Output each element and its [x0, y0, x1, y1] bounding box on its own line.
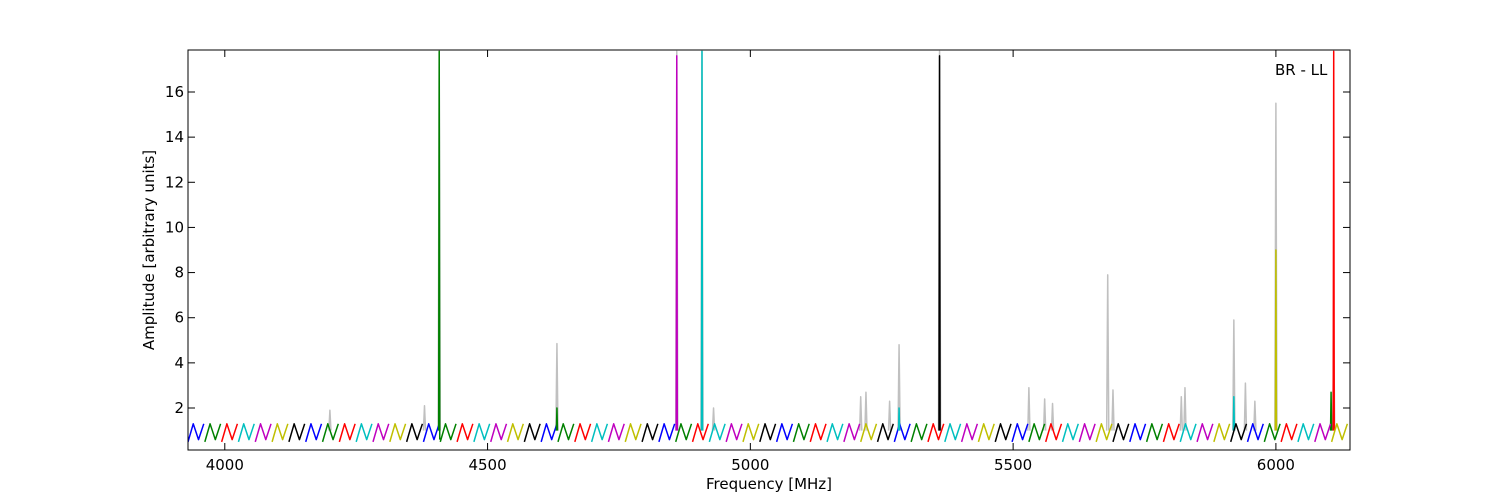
series-line — [204, 50, 1333, 443]
x-tick-label: 6000 — [1257, 456, 1295, 474]
y-tick-label: 8 — [174, 264, 184, 282]
y-axis-label: Amplitude [arbitrary units] — [140, 150, 158, 350]
series-line — [188, 423, 1264, 443]
y-tick-label: 6 — [174, 309, 184, 327]
x-tick-label: 5500 — [994, 456, 1032, 474]
y-tick-label: 4 — [174, 354, 184, 372]
y-tick-label: 12 — [165, 173, 184, 191]
plot-lines — [188, 50, 1349, 443]
series-line — [288, 55, 1248, 443]
y-tick-label: 16 — [165, 83, 184, 101]
plot-frame — [187, 49, 1351, 451]
x-tick-label: 4500 — [468, 456, 506, 474]
x-axis-label: Frequency [MHz] — [706, 475, 832, 493]
series-line — [271, 249, 1349, 443]
y-tick-label: 2 — [174, 399, 184, 417]
y-tick-label: 10 — [165, 218, 184, 236]
series-line — [328, 50, 1336, 431]
series-line — [220, 50, 1335, 443]
x-tick-label: 4000 — [206, 456, 244, 474]
series-line — [254, 55, 1332, 443]
y-tick-label: 14 — [165, 128, 184, 146]
x-tick-label: 5000 — [731, 456, 769, 474]
annotation: BR - LL — [1275, 61, 1328, 79]
series-line — [237, 50, 1315, 443]
